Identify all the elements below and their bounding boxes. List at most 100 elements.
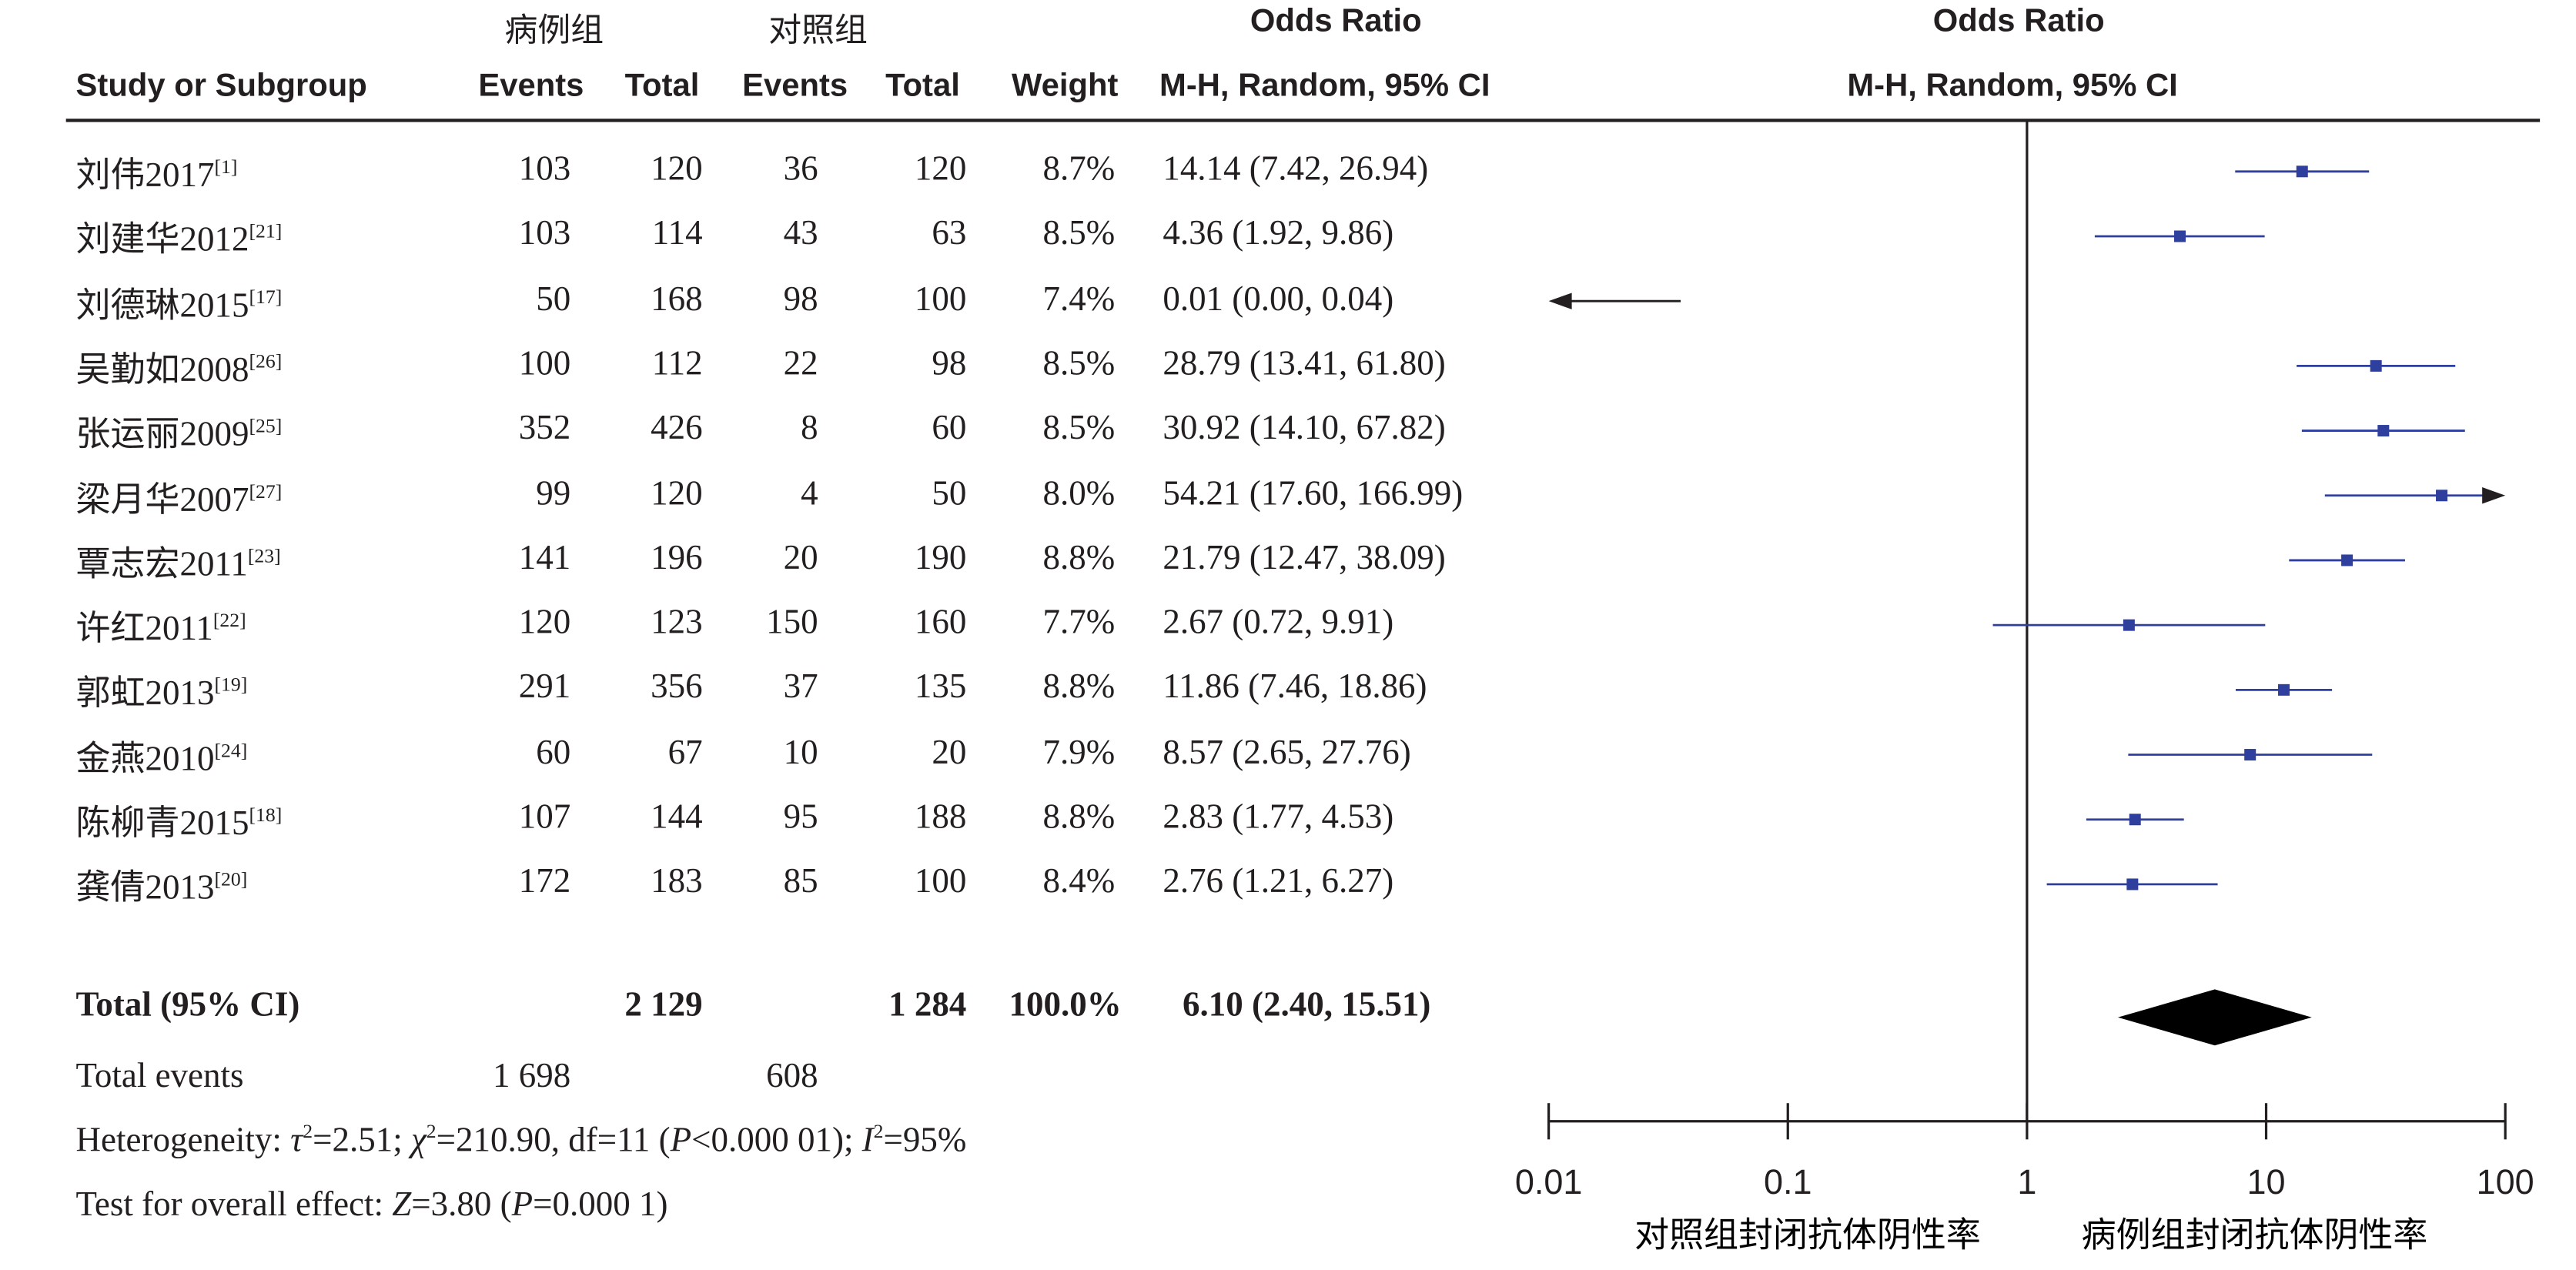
total-control: 120 bbox=[914, 148, 967, 189]
total-case: 356 bbox=[651, 667, 703, 707]
total-case: 144 bbox=[651, 796, 703, 837]
group-header-case: 病例组 bbox=[504, 9, 604, 50]
total-control: 50 bbox=[932, 472, 967, 513]
or-ci: 21.79 (12.47, 38.09) bbox=[1163, 536, 1446, 577]
study-marker bbox=[2278, 683, 2290, 696]
or-ci: 0.01 (0.00, 0.04) bbox=[1163, 278, 1394, 318]
weight: 8.5% bbox=[1042, 212, 1116, 253]
study-name: 覃志宏2011[23] bbox=[75, 543, 281, 583]
events-case: 100 bbox=[518, 343, 571, 383]
col-header-weight: Weight bbox=[1011, 67, 1119, 104]
total-case: 196 bbox=[651, 536, 703, 577]
total-control: 190 bbox=[914, 536, 967, 577]
plot-method: M-H, Random, 95% CI bbox=[1847, 67, 2178, 104]
col-header-total-control: Total bbox=[885, 67, 960, 104]
study-marker bbox=[2126, 878, 2139, 891]
study-name: 梁月华2007[27] bbox=[75, 479, 283, 519]
events-control: 20 bbox=[783, 536, 818, 577]
total-control: 20 bbox=[932, 731, 967, 771]
total-weight: 100.0% bbox=[1009, 984, 1122, 1024]
col-header-study: Study or Subgroup bbox=[75, 67, 367, 104]
axis-label-control: 对照组封闭抗体阴性率 bbox=[1634, 1215, 1981, 1255]
total-case: 67 bbox=[667, 731, 703, 771]
heterogeneity-text: Heterogeneity: τ2=2.51; χ2=210.90, df=11… bbox=[75, 1119, 967, 1160]
total-events-label: Total events bbox=[75, 1055, 244, 1095]
total-control: 63 bbox=[932, 212, 967, 253]
total-label: Total (95% CI) bbox=[75, 984, 300, 1024]
total-case: 123 bbox=[651, 602, 703, 642]
events-case: 103 bbox=[518, 212, 571, 253]
events-case: 172 bbox=[518, 861, 571, 901]
or-ci: 14.14 (7.42, 26.94) bbox=[1163, 148, 1429, 189]
col-header-or-method: M-H, Random, 95% CI bbox=[1159, 67, 1490, 104]
total-case: 114 bbox=[651, 212, 703, 253]
pooled-diamond bbox=[2117, 989, 2312, 1046]
weight: 8.0% bbox=[1042, 472, 1116, 513]
events-control: 8 bbox=[801, 407, 818, 447]
or-ci: 30.92 (14.10, 67.82) bbox=[1163, 407, 1446, 447]
col-header-total-case: Total bbox=[624, 67, 700, 104]
col-header-events-control: Events bbox=[742, 67, 848, 104]
study-marker bbox=[2370, 359, 2382, 372]
total-case: 120 bbox=[651, 148, 703, 189]
study-name: 刘德琳2015[17] bbox=[75, 284, 283, 325]
axis-label-case: 病例组封闭抗体阴性率 bbox=[2082, 1215, 2428, 1255]
study-marker bbox=[2341, 554, 2354, 566]
weight: 8.8% bbox=[1042, 796, 1116, 837]
weight: 8.5% bbox=[1042, 407, 1116, 447]
events-control: 22 bbox=[783, 343, 818, 383]
x-axis-ticks: 0.01 0.1 1 10 100 bbox=[1515, 1103, 2534, 1201]
events-control: 37 bbox=[783, 667, 818, 707]
study-name: 龚倩2013[20] bbox=[75, 867, 248, 907]
total-control: 188 bbox=[914, 796, 967, 837]
overall-effect-text: Test for overall effect: Z=3.80 (P=0.000… bbox=[75, 1184, 668, 1224]
study-name: 陈柳青2015[18] bbox=[75, 803, 283, 843]
x-tick-label: 100 bbox=[2477, 1162, 2534, 1201]
events-case: 60 bbox=[536, 731, 571, 771]
x-tick-label: 0.01 bbox=[1515, 1162, 1583, 1201]
study-name: 吴勤如2008[26] bbox=[75, 349, 283, 389]
total-control-sum: 1 284 bbox=[888, 984, 967, 1024]
total-or-ci: 6.10 (2.40, 15.51) bbox=[1183, 984, 1431, 1024]
plot-title: Odds Ratio bbox=[1932, 3, 2105, 40]
total-events-case: 1 698 bbox=[493, 1055, 571, 1095]
events-control: 10 bbox=[783, 731, 818, 771]
total-control: 98 bbox=[932, 343, 967, 383]
total-control: 135 bbox=[914, 667, 967, 707]
weight: 8.4% bbox=[1042, 861, 1116, 901]
events-case: 120 bbox=[518, 602, 571, 642]
header-rule bbox=[65, 119, 2541, 122]
events-case: 141 bbox=[518, 536, 571, 577]
total-case: 183 bbox=[651, 861, 703, 901]
total-case: 120 bbox=[651, 472, 703, 513]
events-case: 352 bbox=[518, 407, 571, 447]
weight: 8.8% bbox=[1042, 667, 1116, 707]
events-case: 103 bbox=[518, 148, 571, 189]
weight: 7.7% bbox=[1042, 602, 1116, 642]
total-case: 426 bbox=[651, 407, 703, 447]
or-ci: 11.86 (7.46, 18.86) bbox=[1163, 667, 1427, 707]
weight: 7.9% bbox=[1042, 731, 1116, 771]
or-ci: 8.57 (2.65, 27.76) bbox=[1163, 731, 1411, 771]
or-ci: 2.83 (1.77, 4.53) bbox=[1163, 796, 1394, 837]
study-name: 金燕2010[24] bbox=[75, 738, 248, 778]
or-ci: 2.67 (0.72, 9.91) bbox=[1163, 602, 1394, 642]
total-control: 160 bbox=[914, 602, 967, 642]
study-name: 刘伟2017[1] bbox=[75, 155, 238, 195]
study-marker bbox=[2174, 230, 2186, 242]
or-ci: 2.76 (1.21, 6.27) bbox=[1163, 861, 1394, 901]
events-control: 4 bbox=[801, 472, 818, 513]
group-header-control: 对照组 bbox=[768, 9, 868, 50]
events-control: 43 bbox=[783, 212, 818, 253]
study-ci-arrowhead bbox=[2482, 487, 2506, 504]
total-case: 168 bbox=[651, 278, 703, 318]
or-ci: 4.36 (1.92, 9.86) bbox=[1163, 212, 1394, 253]
study-name: 张运丽2009[25] bbox=[75, 414, 283, 454]
study-marker bbox=[2436, 490, 2448, 502]
weight: 8.5% bbox=[1042, 343, 1116, 383]
weight: 7.4% bbox=[1042, 278, 1116, 318]
study-name: 郭虹2013[19] bbox=[75, 673, 248, 714]
or-ci: 28.79 (13.41, 61.80) bbox=[1163, 343, 1446, 383]
events-case: 50 bbox=[536, 278, 571, 318]
